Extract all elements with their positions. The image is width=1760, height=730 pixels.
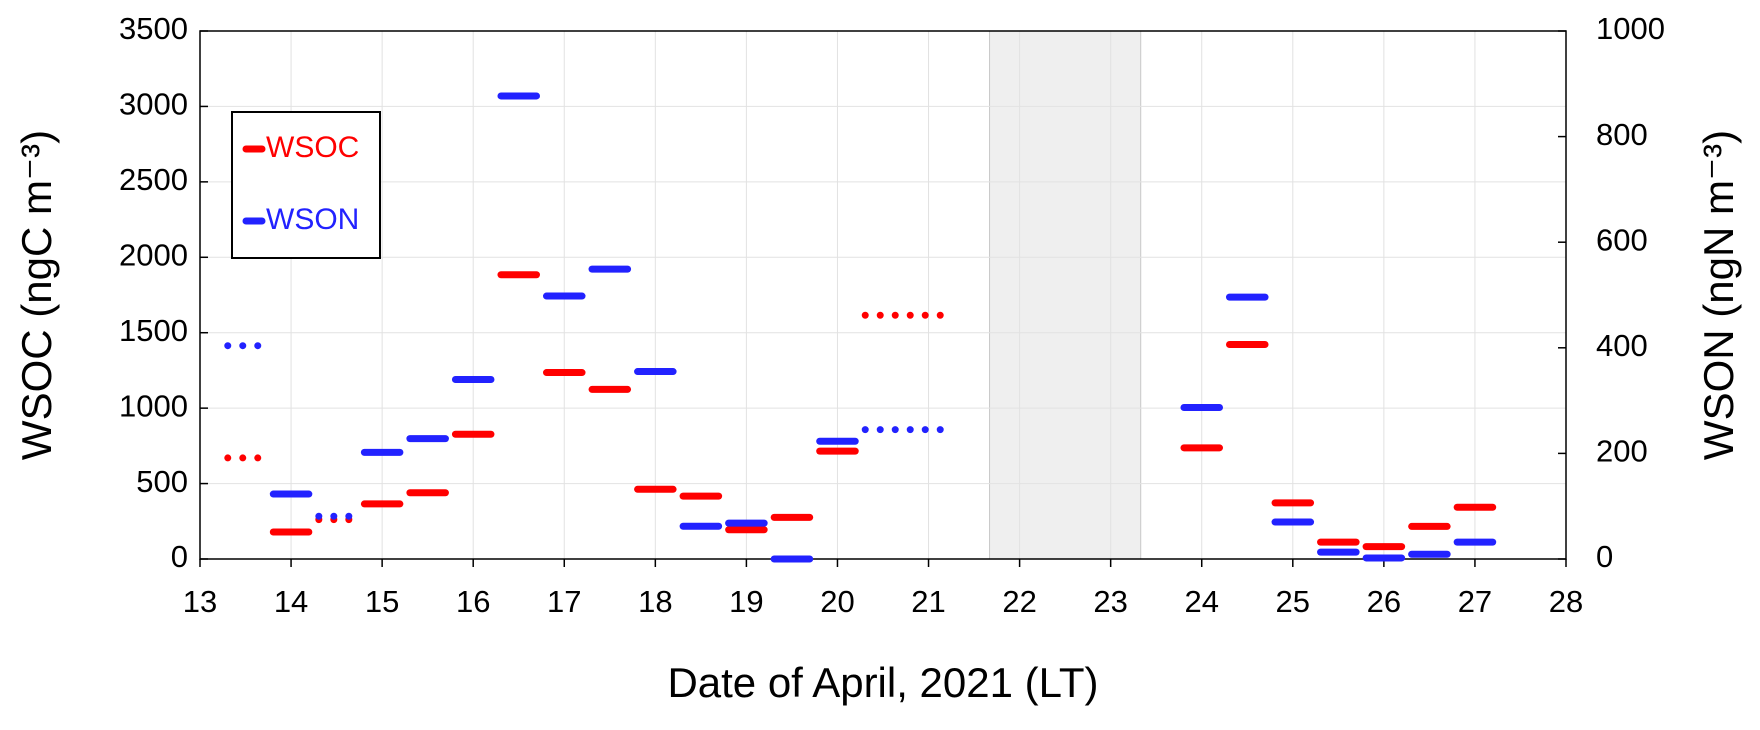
x-tick-label: 24: [1184, 584, 1218, 619]
legend-label: WSOC: [266, 131, 359, 164]
x-tick-label: 17: [547, 584, 581, 619]
x-tick-label: 25: [1276, 584, 1310, 619]
x-tick-label: 21: [911, 584, 945, 619]
y2-tick-label: 1000: [1596, 11, 1665, 46]
legend-box: [231, 111, 381, 259]
y-tick-label: 1500: [119, 313, 188, 348]
x-tick-label: 13: [183, 584, 217, 619]
x-tick-label: 20: [820, 584, 854, 619]
y-tick-label: 2000: [119, 237, 188, 272]
shaded-region: [989, 30, 1142, 560]
x-tick-label: 14: [274, 584, 308, 619]
x-tick-label: 27: [1458, 584, 1492, 619]
y2-tick-label: 800: [1596, 117, 1648, 152]
y2-tick-label: 400: [1596, 328, 1648, 363]
x-tick-label: 19: [729, 584, 763, 619]
y-tick-label: 500: [136, 464, 188, 499]
x-tick-label: 22: [1002, 584, 1036, 619]
x-tick-label: 15: [365, 584, 399, 619]
y2-tick-label: 0: [1596, 539, 1613, 574]
plot-frame: [199, 30, 1567, 560]
y-tick-label: 3000: [119, 87, 188, 122]
x-tick-label: 26: [1367, 584, 1401, 619]
x-tick-label: 28: [1549, 584, 1583, 619]
y-tick-label: 1000: [119, 388, 188, 423]
x-tick-label: 16: [456, 584, 490, 619]
y2-tick-label: 200: [1596, 434, 1648, 469]
y-tick-label: 0: [171, 539, 188, 574]
y-tick-label: 3500: [119, 11, 188, 46]
x-tick-label: 23: [1093, 584, 1127, 619]
x-tick-label: 18: [638, 584, 672, 619]
y-axis-label: WSOC (ngC m⁻³): [13, 130, 60, 460]
x-axis-label: Date of April, 2021 (LT): [667, 659, 1098, 706]
y2-axis-label: WSON (ngN m⁻³): [1695, 130, 1742, 460]
y-tick-label: 2500: [119, 162, 188, 197]
y2-tick-label: 600: [1596, 222, 1648, 257]
legend-label: WSON: [266, 203, 359, 236]
